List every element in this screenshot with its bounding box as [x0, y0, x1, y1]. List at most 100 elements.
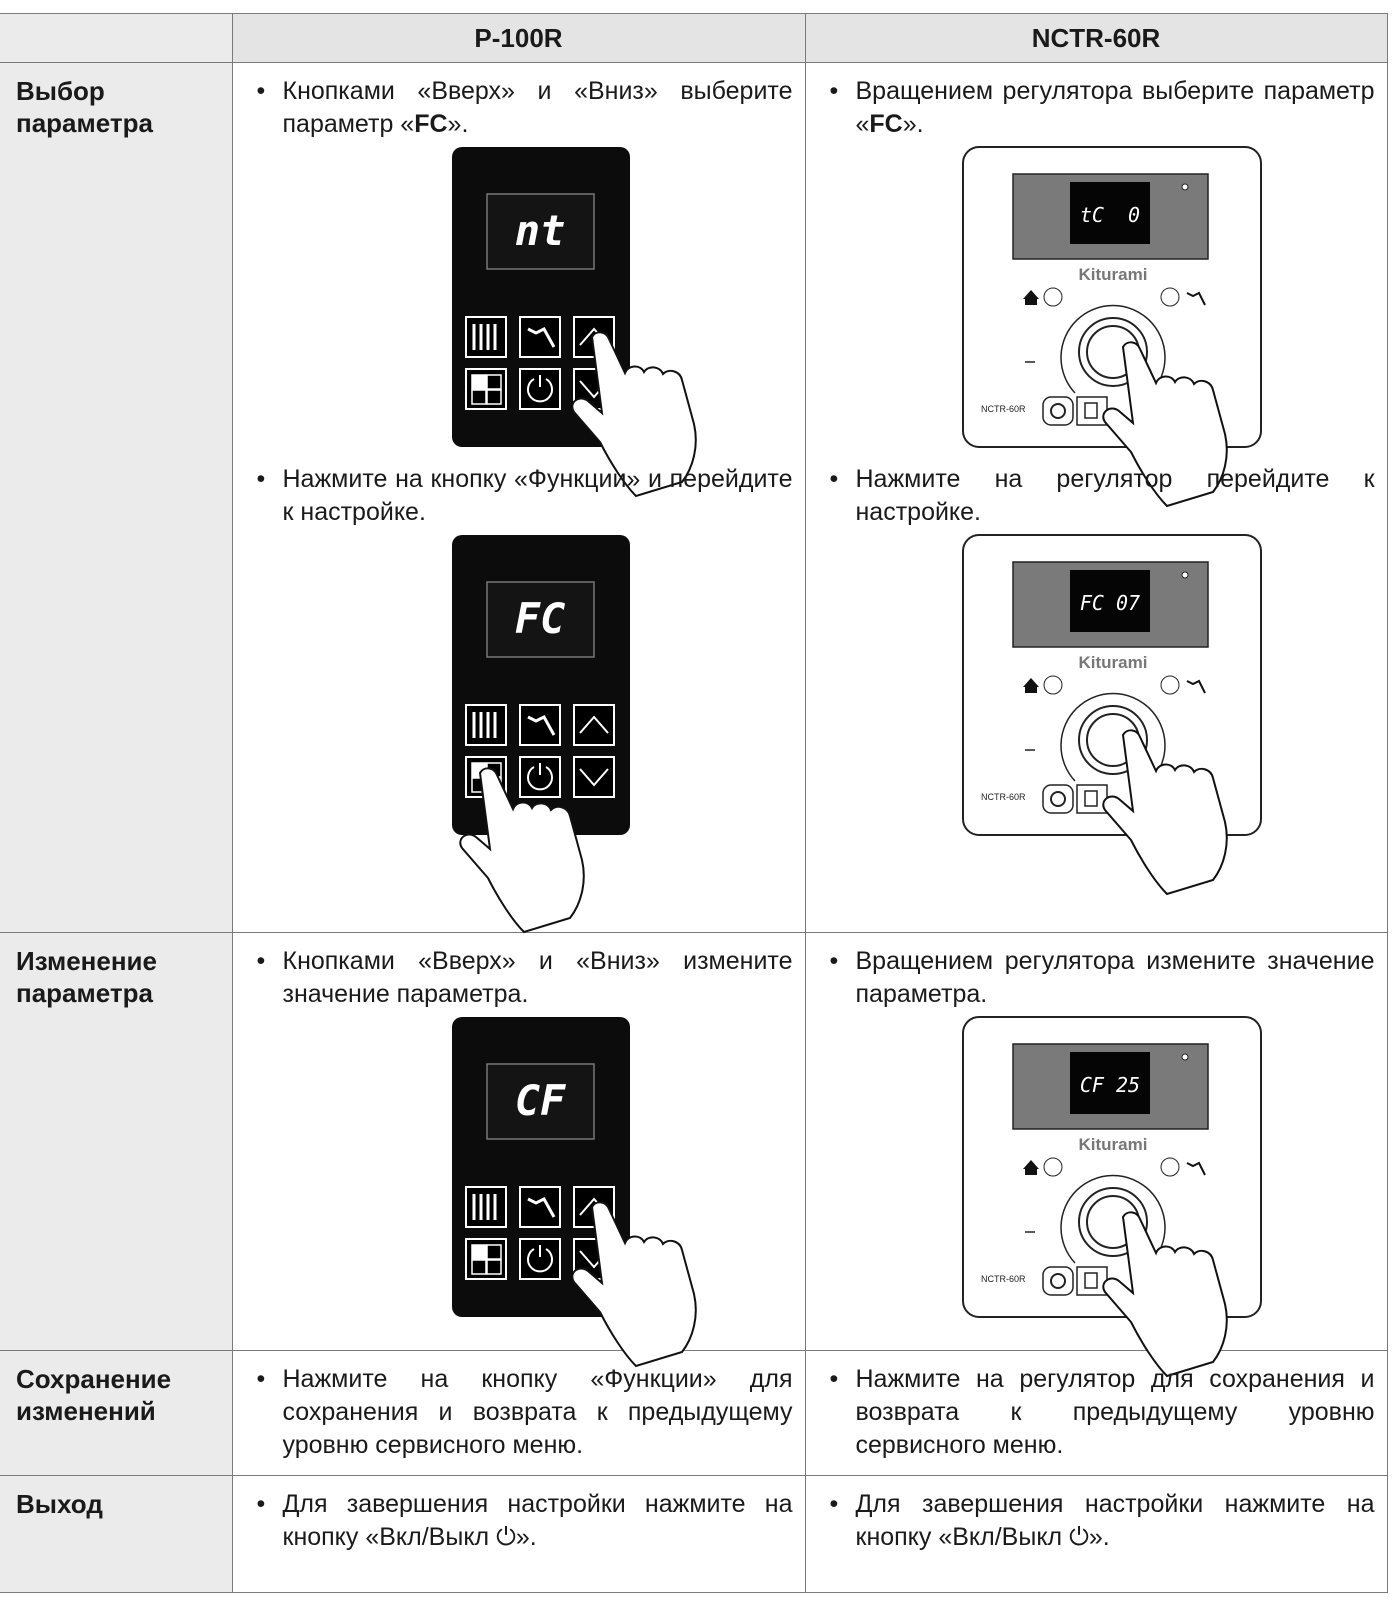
brand-logo: Kiturami: [1078, 653, 1147, 672]
header-cell: P-100R: [231, 13, 806, 63]
icon-shower: [526, 1197, 555, 1218]
screen-text: tC 0: [1079, 203, 1139, 227]
device-illustration: CF 25 Kiturami NCTR-60R: [806, 1011, 1387, 1378]
instruction-cell: Кнопками «Вверх» и «Вниз» выберите парам…: [231, 62, 806, 934]
icon-down: [578, 768, 609, 787]
instruction-text: Нажмите на регулятор для сохранения и во…: [855, 1365, 1375, 1459]
icon-power: [526, 763, 553, 791]
icon-shower: [1186, 291, 1206, 306]
panel-button: [572, 756, 615, 798]
instruction-text: Для завершения настройки нажмите на кноп…: [855, 1490, 1375, 1551]
icon-doc: [1083, 790, 1098, 807]
icon-home: [1022, 290, 1039, 305]
display-screen: [1069, 1052, 1150, 1114]
screen-text: FC 07: [1079, 591, 1139, 615]
page: P-100R NCTR-60R Выбор параметра Кнопками …: [0, 13, 1399, 1609]
screen-text: CF: [514, 1076, 565, 1125]
instruction-cell: Кнопками «Вверх» и «Вниз» измените значе…: [231, 932, 806, 1368]
panel-button: [518, 316, 561, 358]
icon-clock: [1049, 1273, 1066, 1289]
model-label: NCTR-60R: [981, 792, 1026, 802]
icon-clock: [1049, 403, 1066, 419]
instruction-cell: Вращением регулятора выберите параметр «…: [804, 62, 1388, 933]
display-screen: [1069, 182, 1150, 244]
mode-led: [1043, 1157, 1062, 1177]
mode-led: [1160, 675, 1179, 695]
panel-screen: [485, 1063, 595, 1140]
panel-button: [572, 704, 615, 746]
icon-home: [1022, 678, 1039, 693]
row-label: Сохранение изменений: [0, 1350, 233, 1476]
icon-squares: [485, 389, 502, 405]
panel-button: [518, 1186, 561, 1228]
instruction-text: Нажмите на регулятор перейдите к настрой…: [855, 465, 1375, 526]
instruction-text: Вращением регулятора выберите параметр «: [855, 77, 1375, 138]
header-row: P-100R NCTR-60R: [0, 13, 1388, 63]
p100r-panel: CF: [451, 1017, 697, 1368]
instruction-step: Для завершения настройки нажмите на кноп…: [806, 1476, 1387, 1554]
row-label: Выбор параметра: [0, 62, 233, 933]
model-label: NCTR-60R: [981, 404, 1026, 414]
mode-led: [1160, 287, 1179, 307]
icon-squares: [470, 374, 487, 390]
icon-squares: [470, 389, 487, 405]
instruction-cell: Для завершения настройки нажмите на кноп…: [804, 1475, 1388, 1593]
icon-squares: [470, 1244, 487, 1260]
mode-led: [1160, 1157, 1179, 1177]
icon-up: [578, 715, 609, 734]
instruction-text: ».: [902, 110, 924, 138]
knob-ring: [1059, 692, 1166, 782]
icon-squares: [485, 374, 502, 390]
table-row: Изменение параметра Кнопками «Вверх» и «В…: [0, 932, 1388, 1378]
instruction-text: Кнопками «Вверх» и «Вниз» выберите парам…: [282, 77, 793, 138]
instruction-step: Кнопками «Вверх» и «Вниз» измените значе…: [233, 933, 805, 1011]
function-button: [1075, 396, 1108, 426]
screen-text: FC: [514, 594, 565, 643]
panel-button: [464, 1186, 507, 1228]
device-illustration: CF: [233, 1011, 805, 1368]
knob-ring: [1059, 304, 1166, 394]
timer-button: [1041, 1266, 1074, 1296]
device-illustration: tC 0 Kiturami NCTR-60R: [806, 141, 1387, 508]
nctr60r-controller: FC 07 Kiturami NCTR-60R: [961, 534, 1262, 896]
table-body: Выбор параметра Кнопками «Вверх» и «Вниз»…: [0, 62, 1388, 1593]
nctr60r-controller: CF 25 Kiturami NCTR-60R: [961, 1016, 1262, 1378]
instruction-text: Вращением регулятора измените значение п…: [855, 947, 1375, 1008]
hand-illustration: [1101, 729, 1228, 896]
instruction-table: P-100R NCTR-60R Выбор параметра Кнопками …: [0, 13, 1388, 1593]
indicator-dot: [1181, 571, 1188, 579]
instruction-step: Кнопками «Вверх» и «Вниз» выберите парам…: [233, 63, 805, 141]
panel-button: [464, 704, 507, 746]
brand-logo: Kiturami: [1078, 265, 1147, 284]
icon-squares: [470, 1259, 487, 1275]
screen-text: nt: [514, 206, 565, 255]
icon-doc: [1083, 402, 1098, 419]
table-row: Выбор параметра Кнопками «Вверх» и «Вниз»…: [0, 62, 1388, 934]
panel-screen: [485, 193, 595, 270]
table-row: Сохранение изменений Нажмите на кнопку «Ф…: [0, 1350, 1388, 1476]
icon-doc: [1083, 1272, 1098, 1289]
emphasized-code: FC: [414, 110, 448, 138]
icon-shower: [1186, 1161, 1206, 1176]
instruction-step: Нажмите на регулятор для сохранения и во…: [806, 1351, 1387, 1462]
hand-illustration: [570, 1201, 697, 1368]
nctr60r-controller: tC 0 Kiturami NCTR-60R: [961, 146, 1262, 508]
icon-shower: [1186, 679, 1206, 694]
emphasized-code: FC: [869, 110, 903, 138]
row-label: Изменение параметра: [0, 932, 233, 1351]
icon-squares: [485, 1259, 502, 1275]
icon-power: [526, 1245, 553, 1273]
panel-button: [518, 1238, 561, 1280]
p100r-panel: nt: [451, 147, 697, 498]
display-screen: [1069, 570, 1150, 632]
panel-button: [518, 704, 561, 746]
header-corner: [0, 13, 233, 63]
icon-home: [1022, 1160, 1039, 1175]
hand-illustration: [458, 767, 585, 934]
panel-button: [464, 316, 507, 358]
instruction-cell: Вращением регулятора измените значение п…: [804, 932, 1388, 1378]
instruction-step: Вращением регулятора выберите параметр «…: [806, 63, 1387, 141]
hand-illustration: [1101, 1211, 1228, 1378]
timer-button: [1041, 396, 1074, 426]
